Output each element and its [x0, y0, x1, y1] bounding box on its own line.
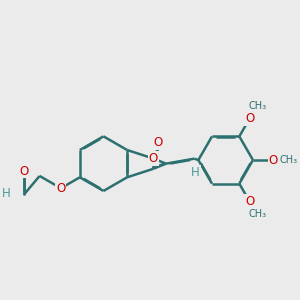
Text: H: H — [191, 166, 200, 179]
Text: O: O — [148, 152, 158, 165]
Text: O: O — [269, 154, 278, 166]
Text: H: H — [2, 187, 11, 200]
Text: O: O — [245, 195, 254, 208]
Text: O: O — [245, 112, 254, 125]
Text: O: O — [19, 164, 28, 178]
Text: CH₃: CH₃ — [279, 155, 298, 165]
Text: CH₃: CH₃ — [248, 209, 266, 219]
Text: CH₃: CH₃ — [248, 101, 266, 111]
Text: O: O — [56, 182, 65, 195]
Text: O: O — [153, 136, 163, 149]
